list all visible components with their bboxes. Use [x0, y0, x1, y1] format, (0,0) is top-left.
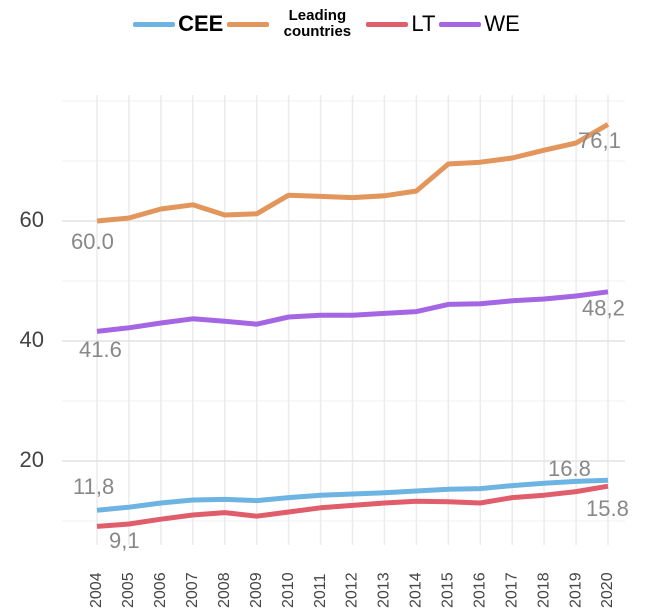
legend-label: WE — [484, 11, 520, 36]
legend-swatch — [366, 21, 409, 27]
y-tick-label: 60 — [20, 207, 44, 232]
legend-swatch — [439, 21, 482, 27]
value-label: 9,1 — [109, 528, 140, 553]
x-tick-label: 2013 — [376, 572, 393, 608]
x-tick-label: 2014 — [408, 572, 425, 608]
y-tick-label: 40 — [20, 327, 44, 352]
series-line — [96, 477, 609, 513]
legend-label: CEE — [178, 11, 224, 36]
x-tick-label: 2012 — [344, 572, 361, 608]
value-label: 48,2 — [582, 296, 625, 321]
x-tick-label: 2019 — [567, 572, 584, 608]
x-tick-label: 2018 — [535, 572, 552, 608]
x-tick-label: 2010 — [280, 572, 297, 608]
legend-item: Leading countries — [227, 8, 362, 40]
series-line — [96, 483, 609, 529]
legend-swatch — [227, 21, 270, 27]
legend-item: WE — [439, 11, 520, 37]
x-tick-label: 2009 — [248, 572, 265, 608]
x-tick-label: 2016 — [471, 572, 488, 608]
legend-swatch — [133, 21, 176, 27]
value-label: 60.0 — [71, 229, 114, 254]
value-label: 76,1 — [578, 128, 621, 153]
value-label: 41.6 — [79, 337, 122, 362]
y-tick-label: 20 — [20, 447, 44, 472]
legend-label: LT — [411, 11, 436, 36]
x-tick-label: 2008 — [216, 572, 233, 608]
x-tick-label: 2011 — [312, 573, 329, 608]
x-tick-label: 2005 — [120, 572, 137, 608]
series-line — [96, 122, 610, 224]
legend-item: LT — [366, 11, 435, 37]
x-tick-label: 2015 — [440, 572, 457, 608]
x-tick-label: 2004 — [88, 572, 105, 608]
value-label: 11,8 — [73, 474, 114, 499]
x-tick-label: 2017 — [503, 572, 520, 608]
x-tick-label: 2020 — [599, 572, 616, 608]
series-line — [96, 289, 609, 334]
x-tick-label: 2007 — [184, 572, 201, 608]
x-tick-label: 2006 — [152, 572, 169, 608]
legend: CEE Leading countries LT WE — [0, 8, 653, 40]
legend-item: CEE — [133, 11, 223, 37]
value-label: 15.8 — [586, 496, 629, 521]
value-label: 16.8 — [548, 456, 591, 481]
legend-label: Leading countries — [283, 7, 352, 40]
